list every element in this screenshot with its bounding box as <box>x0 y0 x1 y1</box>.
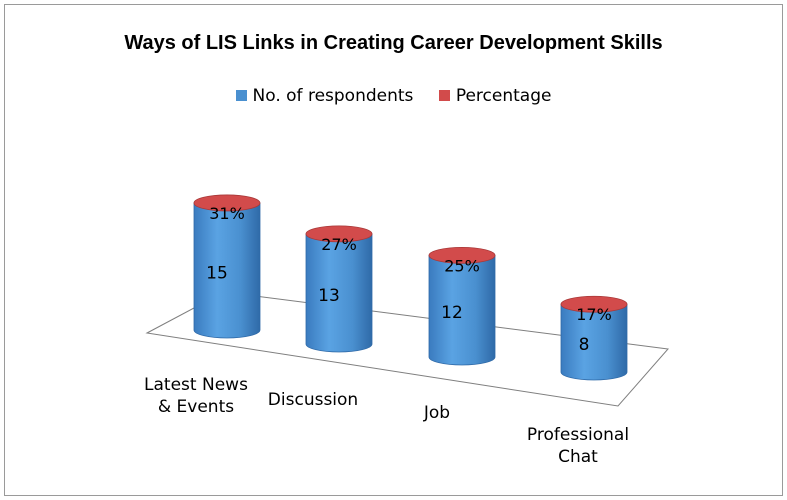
cylinder-body-3 <box>560 303 628 381</box>
legend-label-respondents: No. of respondents <box>252 86 414 106</box>
value-label-2: 12 <box>441 303 463 323</box>
category-label-0-1: & Events <box>158 397 234 417</box>
cylinder-top-0 <box>193 194 261 212</box>
legend-swatch-percentage <box>438 90 450 101</box>
category-label-2-0: Job <box>423 403 450 423</box>
category-label-1-0: Discussion <box>268 390 358 410</box>
cylinder-body-0 <box>193 202 261 339</box>
value-label-0: 15 <box>206 263 228 283</box>
legend-item-percentage: Percentage <box>438 86 552 106</box>
legend-swatch-respondents <box>235 90 247 101</box>
category-label-3-1: Chat <box>558 447 598 467</box>
category-label-3-0: Professional <box>527 425 629 445</box>
legend-item-respondents: No. of respondents <box>235 86 414 106</box>
legend-label-percentage: Percentage <box>455 86 552 106</box>
cylinder-top-3 <box>560 295 628 313</box>
percentage-label-1: 27% <box>321 235 357 254</box>
cylinder-top-2 <box>428 246 496 264</box>
percentage-label-2: 25% <box>444 256 480 275</box>
value-label-1: 13 <box>318 286 340 306</box>
cylinders-group: 31% 15 27% 13 25% 12 17% 8 <box>193 194 628 381</box>
chart-title: Ways of LIS Links in Creating Career Dev… <box>124 32 663 54</box>
percentage-label-3: 17% <box>576 305 612 324</box>
value-label-3: 8 <box>579 335 590 355</box>
chart-legend: No. of respondents Percentage <box>0 86 787 106</box>
cylinder-top-1 <box>305 225 373 243</box>
cylinder-body-1 <box>305 233 373 353</box>
category-labels-group: Latest News& Events Discussion Job Professi… <box>144 375 629 467</box>
percentage-label-0: 31% <box>209 204 245 223</box>
chart-frame <box>4 4 783 496</box>
category-label-0-0: Latest News <box>144 375 248 395</box>
cylinder-body-2 <box>428 254 496 366</box>
